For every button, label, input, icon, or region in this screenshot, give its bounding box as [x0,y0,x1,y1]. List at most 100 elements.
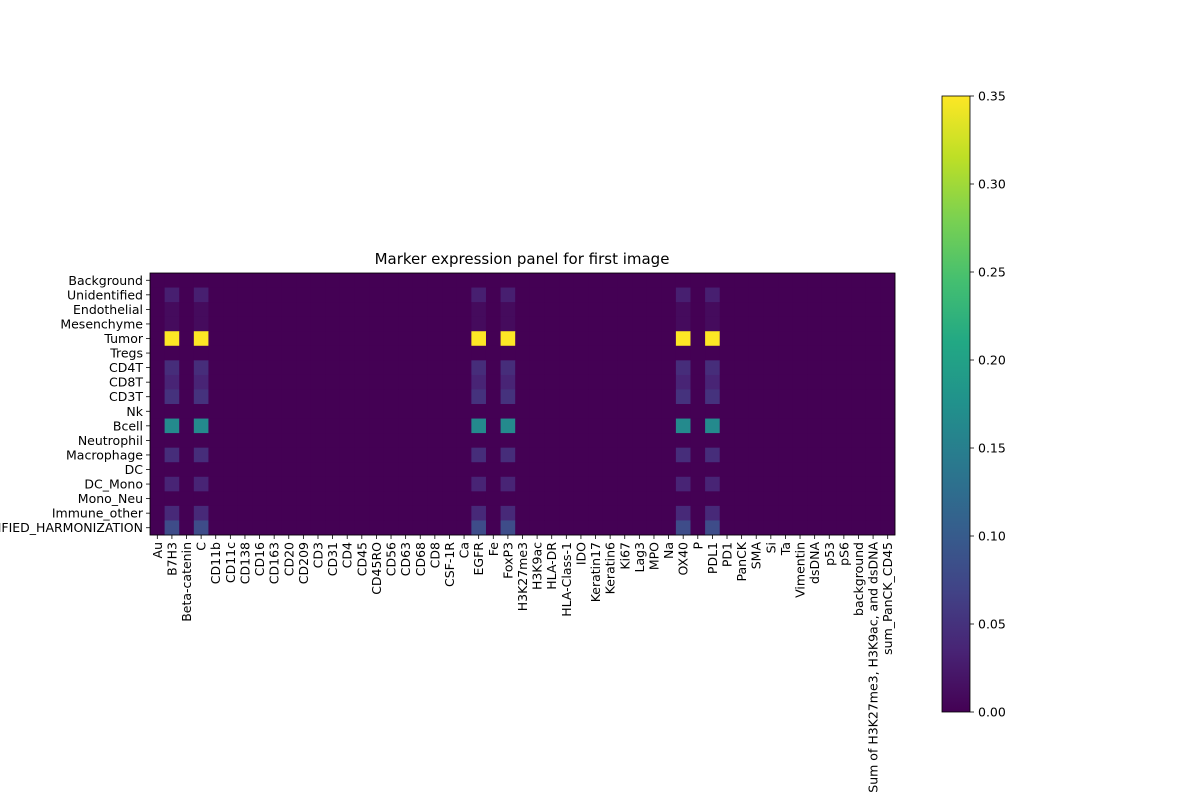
column-label: Vimentin [793,542,808,598]
heatmap-cell [442,491,458,507]
heatmap-cell [865,418,881,434]
heatmap-cell [281,404,297,419]
heatmap-cell [632,462,647,478]
heatmap-cell [690,360,706,376]
heatmap-cell [442,316,458,332]
heatmap-cell [500,404,516,419]
heatmap-cell [252,505,268,521]
heatmap-cell [398,520,414,536]
heatmap-cell [296,520,311,536]
heatmap-cell [500,418,516,434]
heatmap-cell [208,433,224,448]
heatmap-cell [573,273,589,288]
heatmap-cell [515,418,531,434]
heatmap-cell [237,433,253,448]
heatmap-cell [383,360,399,376]
heatmap-cell [734,302,750,317]
heatmap-cell [339,389,355,405]
heatmap-cell [208,302,224,317]
heatmap-cell [456,331,472,347]
heatmap-cell [821,462,837,478]
heatmap-cell [690,331,706,347]
heatmap-cell [354,331,370,347]
heatmap-cell [836,418,852,434]
heatmap-cell [661,345,677,361]
colorbar-tick-label: 0.30 [978,177,1006,192]
heatmap-cell [559,433,574,448]
heatmap-cell [646,404,662,419]
heatmap-cell [748,476,764,492]
heatmap-cell [763,447,779,463]
heatmap-cell [339,433,355,448]
heatmap-cell [661,360,677,376]
heatmap-cell [427,345,443,361]
heatmap-cell [325,433,341,448]
heatmap-cell [193,447,209,463]
heatmap-cell [193,520,209,536]
heatmap [149,272,896,536]
heatmap-cell [705,447,721,463]
row-label: Mesenchyme [60,316,143,331]
heatmap-cell [164,491,180,507]
heatmap-cell [427,360,443,376]
heatmap-cell [734,433,750,448]
heatmap-cell [310,316,326,332]
heatmap-cell [675,520,691,536]
heatmap-cell [573,404,589,419]
heatmap-cell [807,520,823,536]
heatmap-cell [485,476,501,492]
heatmap-cell [296,345,311,361]
heatmap-cell [223,505,238,521]
row-label: Tregs [109,346,143,361]
heatmap-cell [734,447,750,463]
heatmap-cell [237,360,253,376]
heatmap-cell [851,491,867,507]
heatmap-cell [748,462,764,478]
heatmap-cell [602,447,618,463]
heatmap-cell [150,505,165,521]
heatmap-cell [369,418,385,434]
heatmap-cell [836,316,852,332]
heatmap-cell [529,447,545,463]
heatmap-cell [675,505,691,521]
heatmap-cell [646,447,662,463]
heatmap-cell [529,374,545,390]
heatmap-cell [748,360,764,376]
heatmap-cell [456,462,472,478]
heatmap-cell [559,360,574,376]
heatmap-cell [705,505,721,521]
heatmap-cell [237,447,253,463]
heatmap-cell [617,476,633,492]
heatmap-cell [325,505,341,521]
heatmap-cell [427,287,443,303]
row-label: Immune_other [52,506,144,521]
heatmap-cell [529,345,545,361]
heatmap-cell [719,287,735,303]
heatmap-cell [588,404,604,419]
heatmap-cell [150,316,165,332]
heatmap-cell [164,505,180,521]
heatmap-cell [690,316,706,332]
heatmap-cell [515,447,531,463]
heatmap-cell [164,345,180,361]
heatmap-cell [398,331,414,347]
heatmap-cell [705,462,721,478]
heatmap-cell [296,491,311,507]
heatmap-cell [223,273,238,288]
heatmap-cell [632,433,647,448]
column-label: CD68 [413,542,428,576]
heatmap-cell [179,360,195,376]
heatmap-cell [208,360,224,376]
heatmap-cell [675,273,691,288]
heatmap-cell [792,505,808,521]
heatmap-cell [792,316,808,332]
chart-title: Marker expression panel for first image [375,250,670,268]
heatmap-cell [500,433,516,448]
heatmap-cell [807,418,823,434]
heatmap-cell [369,447,385,463]
heatmap-cell [792,520,808,536]
heatmap-cell [208,418,224,434]
heatmap-cell [456,374,472,390]
heatmap-cell [266,433,282,448]
heatmap-cell [851,316,867,332]
